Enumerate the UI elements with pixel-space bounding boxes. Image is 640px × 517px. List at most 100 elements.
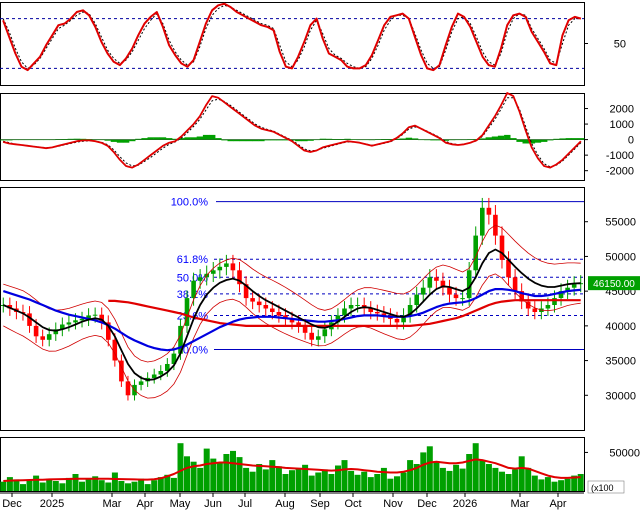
- macd-histogram-bar: [122, 139, 130, 143]
- macd-histogram-bar: [233, 139, 240, 142]
- volume-bar: [558, 480, 565, 491]
- price-candle-body: [237, 270, 242, 285]
- volume-bar: [295, 467, 302, 491]
- volume-bar: [6, 477, 13, 491]
- macd-histogram-bar: [86, 139, 93, 140]
- price-y-tick-label: 55000: [605, 217, 636, 229]
- price-candle-body: [440, 280, 446, 288]
- volume-bar: [92, 476, 99, 491]
- macd-histogram-bar: [362, 139, 370, 141]
- price-candle-body: [33, 325, 39, 337]
- macd-histogram-bar: [577, 138, 585, 140]
- macd-histogram-bar: [239, 139, 247, 142]
- macd-histogram-bar: [30, 139, 38, 141]
- macd-histogram-bar: [307, 139, 314, 141]
- price-candle-body: [434, 277, 439, 281]
- volume-bar: [433, 461, 440, 491]
- volume-unit-box: [587, 480, 625, 494]
- price-y-tick-label: 30000: [605, 390, 636, 402]
- price-candle-body: [250, 298, 255, 302]
- volume-bar: [269, 460, 276, 491]
- price-candle-body: [165, 364, 170, 371]
- bollinger-upper-band: [3, 224, 581, 363]
- price-candle-body: [276, 312, 282, 316]
- price-candle-body: [73, 320, 78, 323]
- volume-bar: [39, 482, 46, 491]
- price-candle-body: [211, 270, 216, 274]
- price-candle-body: [499, 235, 505, 260]
- price-candle-body: [92, 314, 98, 316]
- volume-bar: [466, 454, 473, 491]
- price-candle-body: [381, 313, 387, 316]
- price-candle-body: [40, 336, 45, 340]
- fibonacci-level-label: 0.0%: [183, 344, 208, 356]
- volume-bar: [479, 460, 486, 491]
- macd-y-tick-label: -1000: [606, 150, 634, 162]
- volume-bar: [197, 467, 204, 491]
- macd-histogram-bar: [116, 139, 124, 143]
- volume-bar: [335, 465, 341, 491]
- price-candle-body: [368, 308, 373, 312]
- macd-histogram-bar: [270, 139, 277, 141]
- moving-average-mid-line: [2, 288, 581, 352]
- macd-histogram-bar: [467, 139, 474, 140]
- price-candle-body: [60, 324, 65, 330]
- macd-histogram-bar: [184, 137, 191, 140]
- volume-bar: [564, 478, 571, 491]
- price-candle-body: [79, 318, 85, 321]
- price-candle-body: [53, 329, 59, 335]
- volume-bar: [164, 474, 171, 491]
- price-y-tick-label: 35000: [605, 356, 636, 368]
- macd-histogram-bar: [479, 138, 486, 140]
- macd-histogram-bar: [461, 139, 468, 141]
- macd-histogram-bar: [356, 139, 363, 141]
- volume-bar: [249, 471, 256, 491]
- price-candle-body: [230, 263, 236, 271]
- volume-bar: [157, 477, 164, 491]
- macd-histogram-bar: [147, 137, 154, 140]
- x-tick-label: Mar: [103, 498, 122, 510]
- volume-bar: [518, 456, 525, 491]
- price-y-tick-label: 50000: [605, 251, 636, 263]
- macd-histogram-bar: [528, 139, 536, 144]
- price-candle-body: [558, 291, 564, 298]
- volume-y-tick-label: 50000: [609, 447, 640, 459]
- volume-bar: [380, 467, 387, 491]
- price-candle-body: [151, 374, 157, 378]
- price-candle-body: [125, 381, 131, 396]
- price-y-tick-label: 40000: [605, 321, 636, 333]
- price-candle-body: [394, 318, 400, 323]
- macd-histogram-bar: [405, 137, 413, 140]
- volume-bar: [525, 467, 532, 491]
- macd-histogram-bar: [301, 139, 308, 142]
- macd-histogram-bar: [135, 138, 142, 140]
- volume-bar: [262, 469, 269, 491]
- price-candle-body: [460, 298, 465, 300]
- price-candle-body: [224, 263, 229, 267]
- price-candle-body: [184, 298, 190, 326]
- volume-bar: [52, 481, 59, 491]
- price-candle-body: [407, 305, 413, 316]
- volume-bar: [151, 480, 158, 491]
- macd-histogram-bar: [61, 139, 68, 140]
- price-candle-body: [106, 322, 111, 340]
- volume-bar: [328, 474, 335, 491]
- volume-bar: [144, 484, 151, 491]
- macd-histogram-bar: [399, 138, 406, 140]
- price-candle-body: [453, 294, 459, 299]
- macd-histogram-bar: [12, 139, 19, 141]
- price-candle-body: [7, 305, 13, 309]
- macd-histogram-bar: [418, 139, 425, 141]
- volume-bar: [203, 448, 210, 491]
- volume-bar: [407, 460, 414, 491]
- macd-histogram-bar: [338, 139, 345, 140]
- fibonacci-level-label: 100.0%: [171, 197, 209, 209]
- price-candle-body: [348, 305, 354, 309]
- macd-histogram-bar: [227, 139, 234, 142]
- volume-bar: [79, 481, 85, 491]
- macd-histogram-bar: [534, 139, 542, 143]
- price-candle-body: [466, 270, 472, 299]
- price-candle-body: [197, 277, 203, 281]
